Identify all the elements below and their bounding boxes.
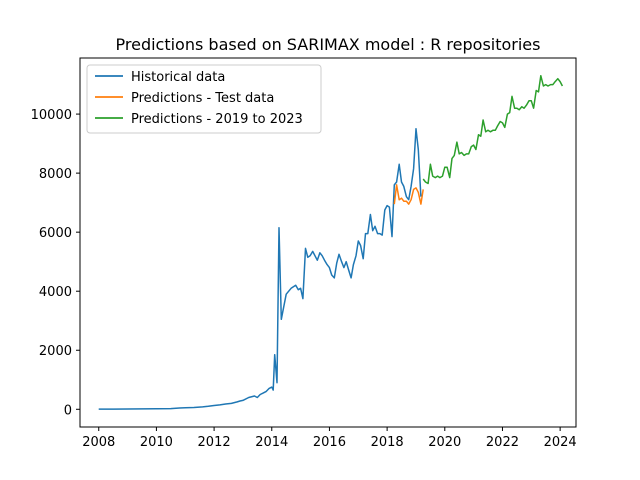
legend: Historical data Predictions - Test data Pr… [86,64,322,134]
legend-box [86,64,322,134]
x-tick-label: 2016 [313,435,346,450]
legend-label-0: Historical data [131,70,225,85]
x-axis-ticks: 2008 2010 2012 2014 2016 2018 2020 2022 2024 [82,427,577,450]
x-tick-label: 2010 [140,435,173,450]
y-tick-label: 0 [64,403,72,418]
legend-label-2: Predictions - 2019 to 2023 [131,112,303,127]
plot-frame [79,57,577,428]
y-tick-label: 6000 [39,226,72,241]
x-tick-label: 2022 [486,435,519,450]
x-tick-label: 2014 [255,435,288,450]
series-line-1 [393,184,424,205]
y-tick-label: 2000 [39,344,72,359]
y-tick-label: 10000 [31,108,72,123]
x-tick-label: 2024 [544,435,577,450]
series-group [98,74,564,410]
series-line-0 [98,128,422,410]
x-tick-label: 2018 [371,435,404,450]
x-tick-label: 2020 [428,435,461,450]
legend-label-1: Predictions - Test data [131,91,274,106]
x-tick-label: 2008 [82,435,115,450]
series-line-2 [422,74,564,185]
y-axis-ticks: 0 2000 4000 6000 8000 10000 [31,108,80,418]
chart-title: Predictions based on SARIMAX model : R r… [116,35,541,54]
y-tick-label: 8000 [39,167,72,182]
x-tick-label: 2012 [198,435,231,450]
y-tick-label: 4000 [39,285,72,300]
